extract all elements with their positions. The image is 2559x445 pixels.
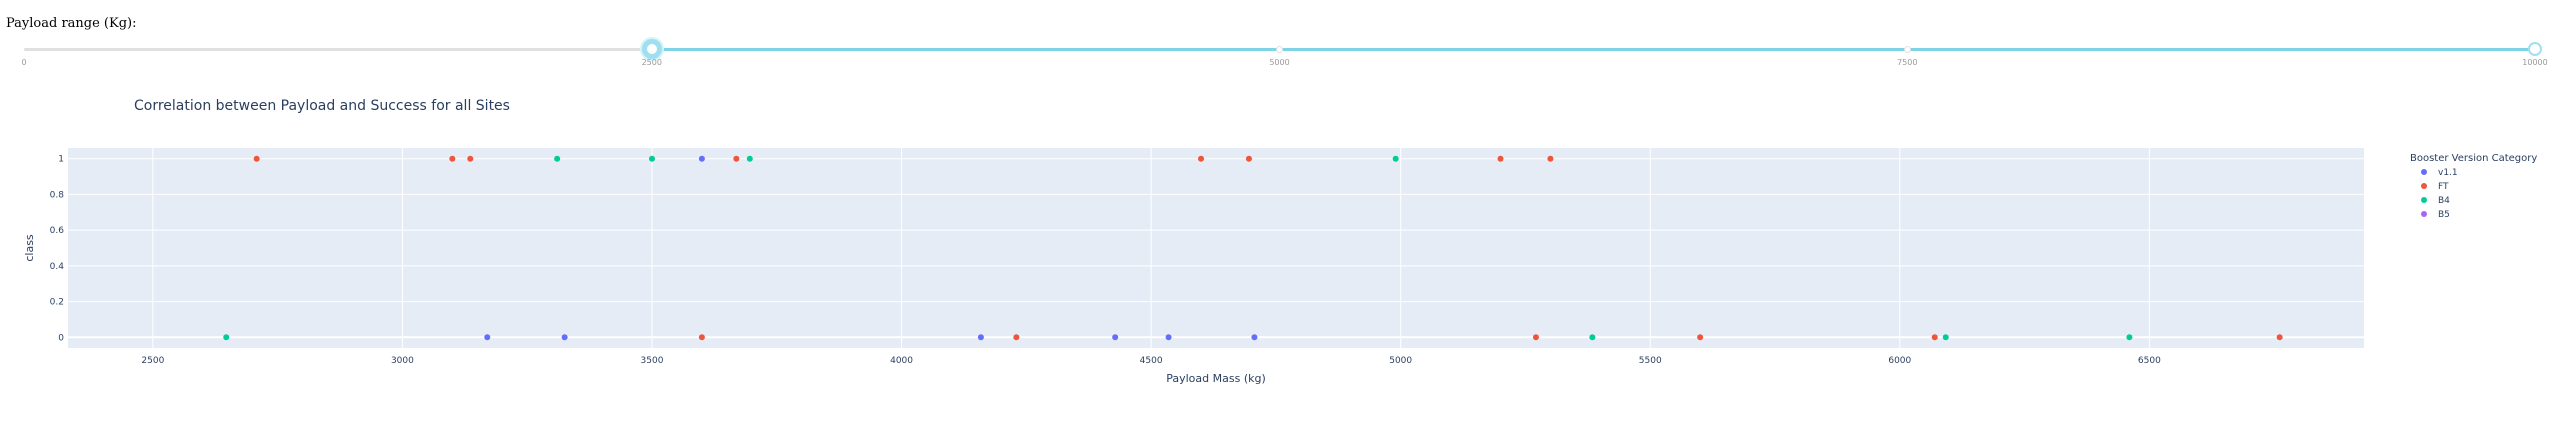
plot-area — [68, 148, 2364, 348]
data-point-v1-1 — [698, 155, 705, 162]
legend-item-label: B4 — [2438, 196, 2450, 206]
data-point-b4 — [554, 155, 561, 162]
legend-marker — [2421, 169, 2427, 175]
legend-marker — [2421, 183, 2427, 189]
data-point-ft — [2276, 334, 2283, 341]
slider-mark-label: 10000 — [2522, 58, 2548, 67]
data-point-ft — [1931, 334, 1938, 341]
data-point-v1-1 — [1251, 334, 1258, 341]
x-axis-label: Payload Mass (kg) — [1166, 372, 1266, 385]
legend-item-label: FT — [2438, 182, 2449, 192]
data-point-ft — [1013, 334, 1020, 341]
slider-dot[interactable] — [1276, 46, 1283, 53]
data-point-ft — [467, 155, 474, 162]
data-point-v1-1 — [977, 334, 984, 341]
chart-title: Correlation between Payload and Success … — [134, 98, 510, 114]
data-point-ft — [253, 155, 260, 162]
slider-selected-track — [651, 48, 2535, 51]
legend[interactable]: Booster Version Category v1.1 FT B4 B5 — [2410, 153, 2537, 220]
data-point-b4 — [1589, 334, 1596, 341]
x-tick-label: 3000 — [391, 356, 414, 366]
slider-mark-label: 7500 — [1897, 58, 1918, 67]
x-tick-label: 5500 — [1639, 356, 1662, 366]
x-tick-label: 4000 — [890, 356, 913, 366]
x-tick-label: 4500 — [1140, 356, 1163, 366]
data-point-v1-1 — [1112, 334, 1119, 341]
y-axis-label: class — [23, 234, 36, 262]
y-tick-label: 1 — [58, 155, 64, 165]
legend-item-label: B5 — [2438, 210, 2450, 220]
data-point-ft — [1697, 334, 1704, 341]
data-point-b4 — [1392, 155, 1399, 162]
x-axis-ticks: 2500 3000 3500 4000 4500 5000 5500 6000 6500 — [141, 356, 2161, 366]
y-tick-label: 0.6 — [50, 226, 65, 236]
data-point-b4 — [746, 155, 753, 162]
data-point-ft — [449, 155, 456, 162]
slider-mark-label: 2500 — [641, 58, 662, 67]
data-point-v1-1 — [1165, 334, 1172, 341]
slider-handle-high[interactable] — [2528, 42, 2542, 56]
data-point-ft — [733, 155, 740, 162]
slider-mark-label: 0 — [21, 58, 27, 67]
legend-item-label: v1.1 — [2438, 168, 2458, 178]
data-points — [223, 155, 2283, 341]
x-tick-label: 2500 — [141, 356, 164, 366]
legend-title: Booster Version Category — [2410, 153, 2537, 164]
data-point-b4 — [648, 155, 655, 162]
data-point-v1-1 — [484, 334, 491, 341]
y-tick-label: 0.4 — [50, 262, 65, 272]
data-point-ft — [1497, 155, 1504, 162]
legend-marker — [2421, 211, 2427, 217]
x-tick-label: 3500 — [641, 356, 664, 366]
x-tick-label: 6500 — [2138, 356, 2161, 366]
y-tick-label: 0 — [58, 333, 64, 343]
data-point-ft — [1547, 155, 1554, 162]
y-axis-ticks: 0 0.2 0.4 0.6 0.8 1 — [50, 155, 65, 344]
y-tick-label: 0.2 — [50, 298, 64, 308]
data-point-b4 — [1942, 334, 1949, 341]
data-point-b4 — [223, 334, 230, 341]
slider-dot[interactable] — [1903, 46, 1911, 53]
data-point-ft — [698, 334, 705, 341]
slider-handle-low[interactable] — [641, 39, 662, 59]
data-point-v1-1 — [561, 334, 568, 341]
x-tick-label: 5000 — [1389, 356, 1412, 366]
legend-marker — [2421, 197, 2427, 203]
data-point-ft — [1198, 155, 1205, 162]
y-tick-label: 0.8 — [50, 190, 65, 200]
data-point-b4 — [2126, 334, 2133, 341]
grid-lines — [68, 148, 2364, 348]
payload-range-slider[interactable]: 0 2500 5000 7500 10000 — [0, 34, 2559, 74]
payload-success-scatter-chart: 2500 3000 3500 4000 4500 5000 5500 6000 6500 0 0.… — [23, 98, 2537, 385]
slider-mark-label: 5000 — [1269, 58, 1290, 67]
payload-range-label: Payload range (Kg): — [6, 16, 137, 31]
data-point-ft — [1532, 334, 1539, 341]
x-tick-label: 6000 — [1888, 356, 1911, 366]
data-point-ft — [1245, 155, 1252, 162]
